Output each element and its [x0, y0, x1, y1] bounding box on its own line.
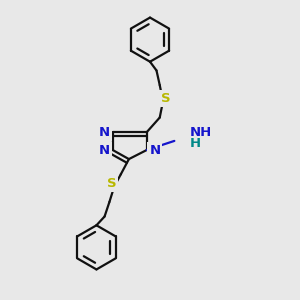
Text: N: N	[99, 143, 110, 157]
Text: S: S	[107, 177, 116, 190]
Text: NH: NH	[190, 126, 212, 139]
Text: N: N	[99, 126, 110, 139]
Text: H: H	[190, 137, 201, 150]
Text: N: N	[149, 143, 161, 157]
Text: S: S	[161, 92, 171, 105]
